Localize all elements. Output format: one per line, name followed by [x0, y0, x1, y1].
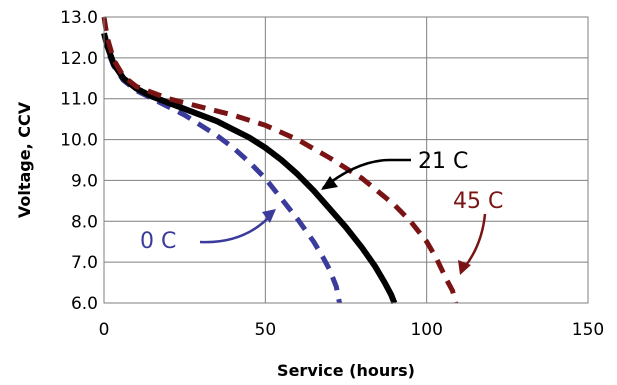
y-tick-label: 9.0	[71, 171, 98, 191]
plot-frame	[103, 16, 589, 304]
y-tick-label: 10.0	[60, 131, 98, 151]
x-tick-label: 0	[99, 320, 110, 340]
x-tick-label: 50	[255, 320, 277, 340]
x-tick-label: 150	[572, 320, 604, 340]
grid-layer	[104, 17, 588, 303]
annotation-layer: 21 C 45 C 0 C	[140, 149, 503, 275]
tick-label-layer: 6.0 7.0 8.0 9.0 10.0 11.0 12.0 13.0 0 50 100 150	[60, 8, 604, 340]
y-tick-label: 6.0	[71, 294, 98, 314]
y-tick-label: 12.0	[60, 49, 98, 69]
annotation-arrowhead-0-c	[262, 209, 276, 223]
y-axis-title: Voltage, CCV	[15, 101, 34, 218]
y-tick-label: 7.0	[71, 253, 98, 273]
y-tick-label: 11.0	[60, 90, 98, 110]
x-tick-label: 100	[410, 320, 442, 340]
y-tick-label: 8.0	[71, 212, 98, 232]
annotation-label-45-c: 45 C	[453, 189, 503, 214]
series-line-45-c	[101, 16, 459, 304]
y-tick-label: 13.0	[60, 8, 98, 28]
annotation-label-0-c: 0 C	[140, 229, 176, 254]
x-axis-title: Service (hours)	[277, 361, 415, 380]
annotation-arrowhead-21-c	[321, 176, 338, 190]
annotation-label-21-c: 21 C	[418, 149, 468, 174]
frame-layer	[103, 16, 589, 304]
annotation-arrow-45-c	[463, 213, 487, 269]
series-layer	[101, 16, 459, 305]
annotation-arrow-0-c	[199, 213, 273, 244]
annotation-arrowhead-45-c	[458, 260, 471, 275]
